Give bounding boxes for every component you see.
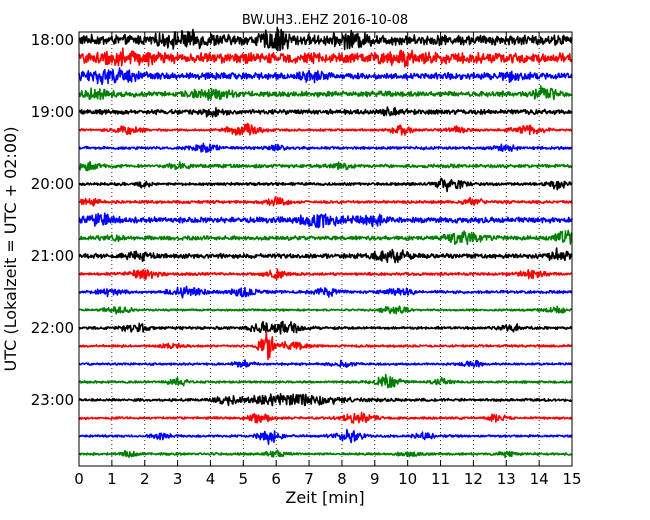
seismic-traces — [78, 26, 573, 459]
x-tick-label: 11 — [431, 470, 450, 488]
x-tick-label: 10 — [398, 470, 417, 488]
trace-line — [78, 195, 573, 207]
x-tick-label: 15 — [562, 470, 581, 488]
trace-line — [78, 428, 573, 445]
x-tick-label: 9 — [370, 470, 380, 488]
trace-line — [78, 320, 573, 335]
trace-line — [78, 212, 573, 229]
trace-line — [78, 285, 573, 299]
trace-line — [78, 177, 573, 193]
trace-line — [78, 85, 573, 101]
plot-frame — [78, 31, 573, 467]
y-tick-label: 21:00 — [31, 247, 74, 265]
y-tick-label: 23:00 — [31, 391, 74, 409]
trace-line — [78, 359, 573, 368]
trace-line — [78, 47, 573, 68]
vertical-gridlines — [111, 32, 540, 466]
trace-line — [78, 142, 573, 154]
trace-line — [78, 106, 573, 118]
x-tick-label: 13 — [497, 470, 516, 488]
trace-line — [78, 268, 573, 281]
trace-line — [78, 122, 573, 136]
x-axis-label: Zeit [min] — [285, 488, 364, 507]
x-tick-label: 1 — [107, 470, 117, 488]
x-tick-label: 2 — [140, 470, 150, 488]
x-tick-label: 5 — [239, 470, 249, 488]
trace-line — [78, 305, 573, 315]
x-tick-label: 6 — [271, 470, 281, 488]
x-tick-label: 7 — [304, 470, 314, 488]
y-tick-label: 20:00 — [31, 175, 74, 193]
trace-line — [78, 373, 573, 389]
trace-line — [78, 411, 573, 424]
trace-line — [78, 247, 573, 264]
chart-title: BW.UH3..EHZ 2016-10-08 — [242, 13, 408, 28]
trace-line — [78, 392, 573, 407]
trace-line — [78, 160, 573, 172]
y-tick-label: 19:00 — [31, 103, 74, 121]
trace-line — [78, 449, 573, 459]
x-tick-label: 3 — [173, 470, 183, 488]
y-axis-label: UTC (Lokalzeit = UTC + 02:00) — [1, 127, 20, 372]
trace-line — [78, 26, 573, 52]
x-tick-label: 8 — [337, 470, 347, 488]
x-tick-label: 12 — [464, 470, 483, 488]
x-axis-ticks: 0 1 2 3 4 5 6 7 8 9 10 11 12 13 14 15 — [74, 32, 582, 488]
trace-line — [78, 229, 573, 246]
y-axis-ticks: 18:00 19:00 20:00 21:00 22:00 23:00 — [31, 31, 85, 409]
x-tick-label: 14 — [530, 470, 549, 488]
y-tick-label: 22:00 — [31, 319, 74, 337]
x-tick-label: 4 — [206, 470, 216, 488]
trace-line — [78, 332, 573, 361]
x-tick-label: 0 — [74, 470, 84, 488]
trace-line — [78, 67, 573, 86]
y-tick-label: 18:00 — [31, 31, 74, 49]
